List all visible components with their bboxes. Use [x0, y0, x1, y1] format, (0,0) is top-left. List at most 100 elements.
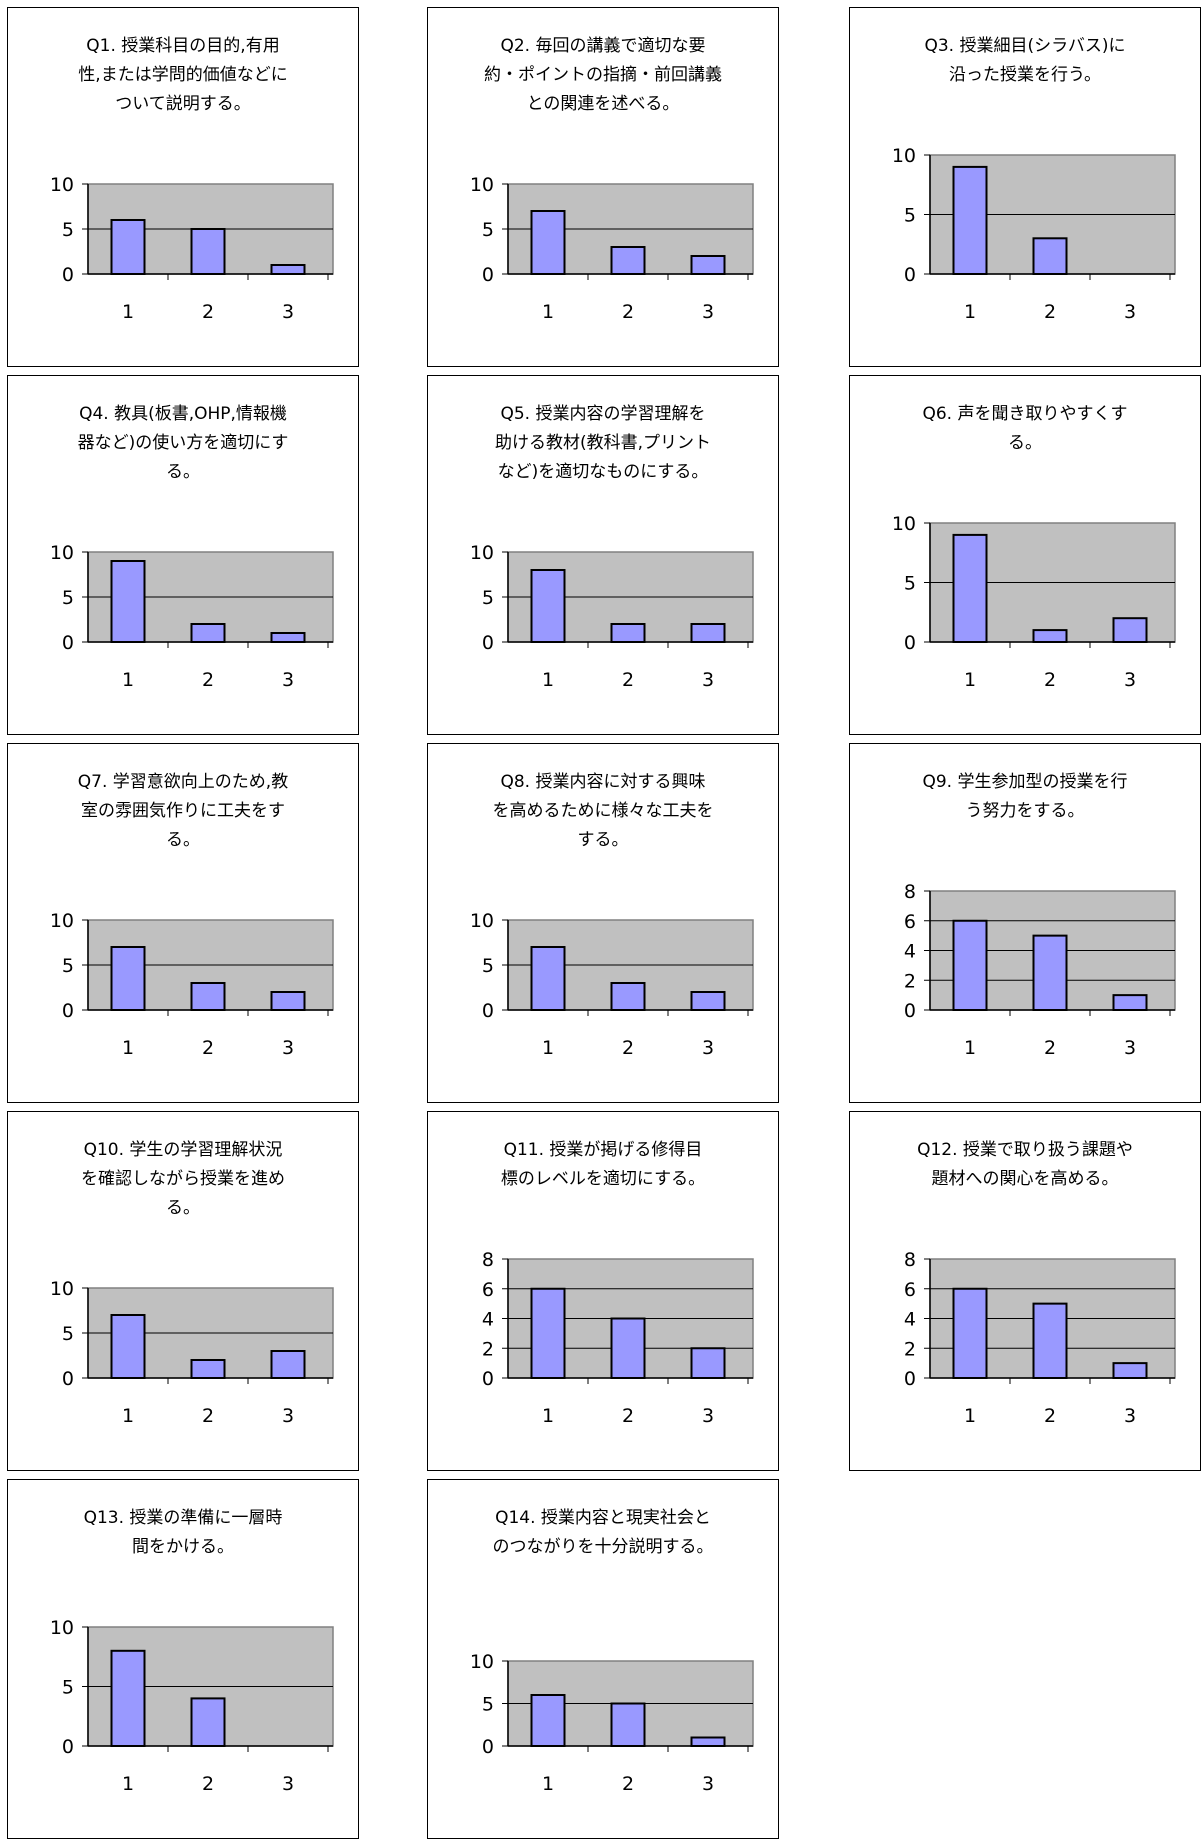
x-tick-label: 3: [1124, 301, 1136, 323]
y-tick-label: 0: [62, 1368, 74, 1390]
bar-2: [610, 1317, 646, 1379]
x-tick-label: 3: [1124, 1405, 1136, 1427]
bar-1: [952, 1287, 988, 1379]
bar-2: [190, 1697, 226, 1747]
bar-3: [1112, 617, 1148, 643]
y-tick-label: 10: [470, 1651, 494, 1673]
x-tick-label: 1: [122, 1405, 134, 1427]
chart-panel-q1: Q1. 授業科目の目的,有用 性,または学問的価値などに ついて説明する。 0 5 1…: [7, 7, 359, 367]
y-tick-label: 0: [904, 1368, 916, 1390]
x-tick-label: 3: [702, 1405, 714, 1427]
x-tick-label: 3: [702, 301, 714, 323]
chart-title: Q13. 授業の準備に一層時 間をかける。: [83, 1508, 283, 1557]
chart-panel-q11: Q11. 授業が掲げる修得目 標のレベルを適切にする。 0 2 4 6 8 1 2 3: [427, 1111, 779, 1471]
bar-1: [530, 1287, 566, 1379]
x-tick-label: 3: [282, 301, 294, 323]
y-tick-label: 0: [62, 632, 74, 654]
y-tick-label: 10: [50, 174, 74, 196]
chart-title: Q12. 授業で取り扱う課題や 題材への関心を高める。: [917, 1140, 1133, 1189]
bar-3: [270, 1350, 306, 1379]
chart-panel-q10: Q10. 学生の学習理解状況 を確認しながら授業を進め る。 0 5 10 1 2 3: [7, 1111, 359, 1471]
bar-3: [270, 264, 306, 275]
x-tick-label: 3: [282, 669, 294, 691]
chart-panel-q12: Q12. 授業で取り扱う課題や 題材への関心を高める。 0 2 4 6 8 1 2 3: [849, 1111, 1201, 1471]
y-tick-label: 8: [482, 1249, 494, 1271]
y-tick-label: 6: [904, 911, 916, 933]
x-tick-label: 3: [1124, 669, 1136, 691]
bar-1: [530, 210, 566, 275]
y-tick-label: 6: [904, 1279, 916, 1301]
x-tick-label: 1: [542, 1773, 554, 1795]
y-tick-label: 0: [62, 1736, 74, 1758]
x-tick-label: 1: [122, 669, 134, 691]
y-tick-label: 8: [904, 1249, 916, 1271]
y-tick-label: 0: [904, 264, 916, 286]
x-tick-label: 2: [202, 1037, 214, 1059]
y-tick-label: 5: [482, 219, 494, 241]
chart-panel-q5: Q5. 授業内容の学習理解を 助ける教材(教科書,プリント など)を適切なものに…: [427, 375, 779, 735]
x-tick-label: 2: [622, 1773, 634, 1795]
x-tick-label: 1: [542, 1405, 554, 1427]
bar-chart-svg: 0 5 10 1 2 3: [892, 513, 1176, 691]
chart-panel-q13: Q13. 授業の準備に一層時 間をかける。 0 5 10 1 2 3: [7, 1479, 359, 1839]
x-tick-label: 1: [122, 1773, 134, 1795]
chart-title: Q14. 授業内容と現実社会と のつながりを十分説明する。: [492, 1508, 714, 1557]
y-tick-label: 6: [482, 1279, 494, 1301]
chart-title: Q2. 毎回の講義で適切な要 約・ポイントの指摘・前回講義 との関連を述べる。: [484, 36, 722, 114]
chart-title: Q7. 学習意欲向上のため,教 室の雰囲気作りに工夫をす る。: [77, 772, 289, 850]
x-tick-label: 3: [282, 1037, 294, 1059]
y-tick-label: 2: [904, 1338, 916, 1360]
bar-3: [1112, 1362, 1148, 1379]
chart-title: Q10. 学生の学習理解状況 を確認しながら授業を進め る。: [81, 1140, 285, 1218]
x-tick-label: 3: [282, 1773, 294, 1795]
x-tick-label: 3: [702, 669, 714, 691]
bar-2: [1032, 934, 1068, 1011]
bar-chart-svg: 0 5 10 1 2 3: [470, 910, 754, 1059]
y-tick-label: 4: [904, 941, 916, 963]
y-tick-label: 10: [50, 1278, 74, 1300]
chart-title: Q11. 授業が掲げる修得目 標のレベルを適切にする。: [500, 1140, 706, 1189]
x-tick-label: 2: [1044, 1037, 1056, 1059]
bar-2: [610, 982, 646, 1011]
y-tick-label: 5: [904, 205, 916, 227]
bar-3: [690, 255, 726, 275]
bar-1: [530, 569, 566, 643]
bar-chart-svg: 0 2 4 6 8 1 2 3: [904, 881, 1176, 1059]
y-tick-label: 5: [482, 1694, 494, 1716]
x-tick-label: 2: [622, 1037, 634, 1059]
y-tick-label: 0: [482, 632, 494, 654]
bar-chart-svg: 0 5 10 1 2 3: [50, 910, 334, 1059]
x-tick-label: 2: [622, 1405, 634, 1427]
x-tick-label: 2: [1044, 1405, 1056, 1427]
bar-chart-svg: 0 5 10 1 2 3: [50, 1617, 334, 1795]
chart-title: Q1. 授業科目の目的,有用 性,または学問的価値などに ついて説明する。: [78, 36, 288, 114]
y-tick-label: 5: [482, 955, 494, 977]
bar-3: [270, 632, 306, 643]
x-tick-label: 3: [1124, 1037, 1136, 1059]
chart-title: Q9. 学生参加型の授業を行 う努力をする。: [922, 772, 1128, 821]
y-tick-label: 2: [482, 1338, 494, 1360]
x-tick-label: 1: [964, 669, 976, 691]
y-tick-label: 5: [62, 219, 74, 241]
chart-panel-q14: Q14. 授業内容と現実社会と のつながりを十分説明する。 0 5 10 1 2 3: [427, 1479, 779, 1839]
bar-2: [190, 982, 226, 1011]
y-tick-label: 10: [50, 1617, 74, 1639]
bar-chart-svg: 0 2 4 6 8 1 2 3: [904, 1249, 1176, 1427]
bar-2: [1032, 629, 1068, 644]
y-tick-label: 10: [470, 910, 494, 932]
y-tick-label: 5: [482, 587, 494, 609]
x-tick-label: 2: [1044, 301, 1056, 323]
y-tick-label: 0: [482, 264, 494, 286]
bar-2: [1032, 237, 1068, 276]
x-tick-label: 2: [622, 301, 634, 323]
y-tick-label: 5: [62, 1677, 74, 1699]
y-tick-label: 4: [904, 1309, 916, 1331]
chart-panel-q3: Q3. 授業細目(シラバス)に 沿った授業を行う。 0 5 10 1 2 3: [849, 7, 1201, 367]
y-tick-label: 5: [62, 1323, 74, 1345]
y-tick-label: 0: [62, 264, 74, 286]
bar-3: [1112, 994, 1148, 1011]
y-tick-label: 5: [62, 955, 74, 977]
y-tick-label: 0: [482, 1000, 494, 1022]
bar-3: [270, 991, 306, 1011]
bar-chart-svg: 0 5 10 1 2 3: [470, 174, 754, 323]
